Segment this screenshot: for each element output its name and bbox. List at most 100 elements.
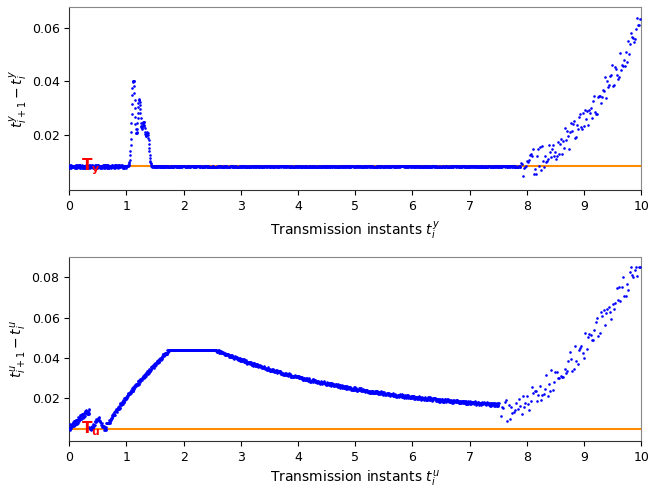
Point [102, 162, 113, 170]
Point [276, 369, 287, 376]
Point [122, 162, 133, 170]
Point [432, 162, 442, 170]
Point [471, 399, 482, 407]
Point [113, 164, 123, 172]
Point [367, 163, 377, 171]
Point [260, 366, 270, 373]
Point [76, 163, 87, 171]
Point [217, 163, 228, 171]
Point [164, 163, 174, 171]
Point [142, 371, 152, 378]
Point [308, 378, 318, 386]
Point [167, 346, 177, 354]
Point [67, 420, 77, 428]
Point [258, 364, 269, 372]
Point [446, 163, 457, 171]
Point [104, 419, 114, 427]
Point [331, 380, 341, 388]
Point [635, 263, 646, 271]
Point [253, 163, 264, 171]
Point [102, 419, 113, 427]
Point [108, 411, 118, 419]
Point [197, 346, 207, 354]
Point [120, 163, 131, 171]
Point [224, 163, 235, 171]
Point [295, 163, 305, 171]
Point [436, 163, 447, 171]
Point [510, 163, 520, 171]
Point [438, 398, 448, 406]
Point [443, 163, 454, 171]
Point [237, 355, 247, 363]
Point [490, 400, 501, 408]
Point [201, 163, 212, 171]
Point [560, 124, 570, 132]
Point [158, 162, 169, 170]
Point [413, 162, 424, 170]
Point [209, 346, 220, 354]
Point [277, 162, 288, 170]
Point [545, 387, 556, 395]
Point [563, 357, 573, 365]
Point [334, 163, 344, 171]
Point [398, 162, 408, 170]
Point [428, 162, 439, 170]
Point [206, 346, 216, 354]
Point [359, 163, 369, 171]
Point [474, 399, 485, 407]
Point [162, 350, 173, 358]
Point [173, 346, 183, 354]
Point [249, 162, 260, 170]
Point [70, 163, 81, 171]
Point [621, 292, 631, 300]
Point [329, 381, 340, 389]
Point [412, 393, 422, 401]
Point [413, 162, 423, 170]
Point [81, 164, 92, 172]
Point [301, 162, 312, 170]
Point [210, 346, 220, 354]
Point [389, 163, 400, 171]
Point [482, 163, 492, 171]
Point [152, 162, 163, 170]
Point [87, 425, 97, 433]
Point [207, 162, 217, 170]
Point [141, 370, 152, 378]
Point [584, 109, 595, 117]
Point [209, 163, 219, 171]
Point [482, 398, 492, 406]
Point [235, 357, 245, 365]
Point [279, 162, 289, 170]
Point [176, 346, 187, 354]
Point [85, 161, 96, 169]
Point [466, 162, 477, 170]
Point [298, 163, 309, 171]
Point [359, 388, 370, 396]
Point [604, 81, 614, 89]
Point [106, 163, 117, 171]
Point [183, 346, 194, 354]
Point [245, 163, 256, 171]
Point [420, 163, 431, 171]
Point [247, 163, 258, 171]
Point [525, 397, 536, 405]
Point [628, 34, 638, 42]
Point [77, 410, 88, 418]
Point [426, 394, 436, 402]
Point [502, 162, 513, 170]
Point [222, 163, 232, 171]
Point [216, 349, 226, 357]
Point [333, 163, 343, 171]
Point [153, 163, 163, 171]
Point [86, 162, 96, 170]
Point [111, 407, 121, 415]
Point [604, 303, 614, 311]
Point [173, 346, 184, 354]
Point [342, 162, 353, 170]
Point [264, 365, 274, 373]
Point [411, 163, 421, 171]
Point [495, 162, 505, 170]
Point [82, 408, 92, 416]
Point [500, 162, 510, 170]
Point [302, 162, 312, 170]
